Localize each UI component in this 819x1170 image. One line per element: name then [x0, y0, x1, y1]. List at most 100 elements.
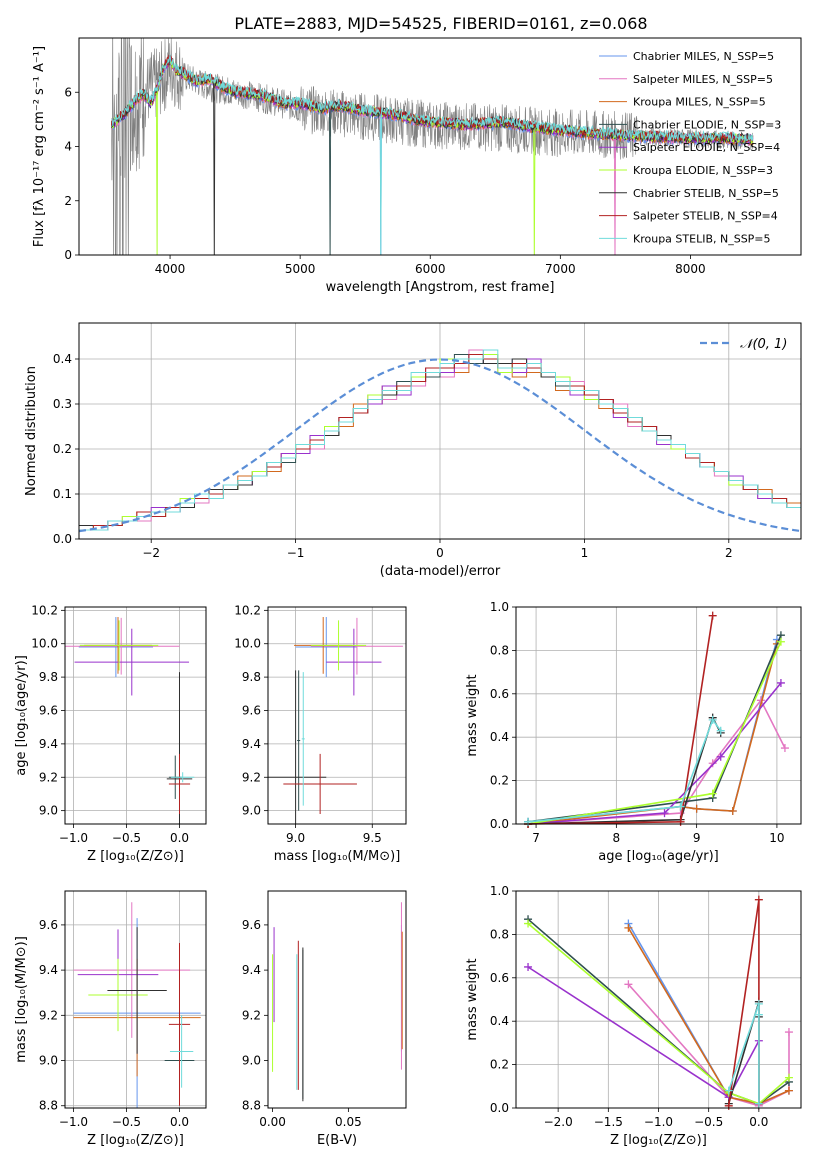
age-vs-weight-series-4 — [524, 678, 785, 828]
mass-vs-age-point-1 — [310, 617, 403, 675]
ebv-vs-mass-axes: 0.00 0.05 8.8 9.0 9.2 9.4 9.6 — [242, 890, 407, 1129]
mass-vs-age-ytick-label-2: 9.4 — [242, 737, 261, 751]
age-vs-weight-ytick-label-5: 1.0 — [490, 600, 509, 614]
age-vs-weight-marker-8-1 — [676, 802, 685, 811]
residuals-ytick-label-2: 0.2 — [53, 442, 72, 456]
residuals-xtick-label-1: −1 — [287, 546, 305, 560]
z-vs-weight-marker-2-3 — [784, 1086, 793, 1095]
ebv-vs-mass-xtick-label-1: 0.05 — [335, 1115, 362, 1129]
age-vs-weight-marks — [524, 611, 789, 828]
ebv-vs-mass-ytick-label-1: 9.0 — [242, 1054, 261, 1068]
z-vs-weight-line-5 — [527, 922, 790, 1105]
spectrum-legend-label-4: Salpeter ELODIE, N_SSP=4 — [633, 141, 780, 154]
age-vs-weight-xtick-label-3: 10 — [769, 831, 784, 845]
z-vs-mass-point-6 — [107, 927, 167, 1054]
spectrum-legend-label-2: Kroupa MILES, N_SSP=5 — [633, 96, 766, 109]
z-vs-age-marks — [65, 617, 195, 824]
ebv-vs-mass-xtick-label-0: 0.00 — [259, 1115, 286, 1129]
mass-vs-age-axes: 9.0 9.5 9.0 9.2 9.4 9.6 9.8 10.0 10.2 — [234, 603, 407, 845]
z-vs-weight-xlabel: Z [log₁₀(Z/Z⊙)] — [610, 1133, 707, 1148]
residuals-axes: −2 −1 0 1 2 0.0 0.1 0.2 0.3 0.4 — [53, 322, 802, 560]
z-vs-weight-marker-5-0 — [524, 919, 533, 928]
mass-vs-age-ytick-label-5: 10.0 — [234, 637, 261, 651]
z-vs-weight-marker-8-1 — [754, 999, 763, 1008]
z-vs-age-ytick-label-1: 9.2 — [39, 770, 58, 784]
z-vs-age-panel: −1.0 −0.5 0.0 9.0 9.2 9.4 9.6 9.8 10.0 10.2 Z [lo… — [14, 603, 207, 864]
age-vs-weight-marker-1-2 — [708, 759, 717, 768]
age-vs-weight-marker-2-3 — [728, 806, 737, 815]
z-vs-weight-xtick-label-3: −0.5 — [694, 1115, 723, 1129]
spectrum-ylabel: Flux [fλ 10⁻¹⁷ erg cm⁻² s⁻¹ A⁻¹] — [32, 46, 47, 247]
residuals-xtick-label-0: −2 — [142, 546, 160, 560]
age-vs-weight-ytick-label-4: 0.8 — [490, 643, 509, 657]
ebv-vs-mass-ytick-label-3: 9.4 — [242, 963, 261, 977]
age-vs-weight-marker-5-1 — [708, 789, 717, 798]
z-vs-weight-marker-1-4 — [784, 1028, 793, 1037]
ebv-vs-mass-xlabel: E(B-V) — [317, 1133, 357, 1148]
spectrum-panel: 4000 5000 6000 7000 8000 0 2 4 6 wavelength [Ang… — [32, 37, 802, 295]
z-vs-weight-marker-1-0 — [624, 980, 633, 989]
z-vs-age-ytick-label-0: 9.0 — [39, 804, 58, 818]
z-vs-weight-ytick-label-1: 0.2 — [490, 1058, 509, 1072]
spectrum-ytick-label-0: 0 — [64, 248, 72, 262]
ebv-vs-mass-frame — [267, 890, 407, 1109]
residuals-xlabel: (data-model)/error — [380, 564, 501, 579]
z-vs-age-point-4 — [74, 628, 190, 696]
mass-vs-age-point-3 — [297, 670, 301, 811]
mass-vs-age-point-5 — [310, 620, 367, 671]
age-vs-weight-marker-4-2 — [716, 752, 725, 761]
residuals-plot-area — [79, 349, 801, 533]
mass-vs-age-point-6 — [268, 670, 327, 824]
z-vs-weight-panel: −2.0 −1.5 −1.0 −0.5 0.0 0.0 0.2 0.4 0.6 0.8 1.0 Z … — [465, 884, 802, 1148]
z-vs-weight-marker-8-3 — [754, 1099, 763, 1108]
age-vs-weight-marker-8-2 — [708, 715, 717, 724]
age-vs-weight-axes: 7 8 9 10 0.0 0.2 0.4 0.6 0.8 1.0 — [490, 600, 802, 845]
z-vs-age-ytick-label-5: 10.0 — [31, 637, 58, 651]
z-vs-age-xlabel: Z [log₁₀(Z/Z⊙)] — [87, 849, 184, 864]
z-vs-age-point-1 — [65, 617, 180, 675]
mass-vs-age-ytick-label-0: 9.0 — [242, 804, 261, 818]
mass-vs-age-plot-area — [268, 617, 403, 824]
spectrum-legend-label-5: Kroupa ELODIE, N_SSP=3 — [633, 164, 773, 177]
z-vs-age-xtick-label-2: 0.0 — [170, 831, 189, 845]
z-vs-mass-marks — [73, 902, 201, 1108]
spectrum-model-line-8 — [111, 54, 754, 255]
spectrum-plot-area — [111, 38, 754, 255]
mass-vs-age-grid — [268, 607, 406, 824]
spectrum-ytick-label-1: 2 — [64, 194, 72, 208]
z-vs-age-ytick-label-2: 9.4 — [39, 737, 58, 751]
residuals-legend: 𝒩(0, 1) — [700, 337, 787, 352]
z-vs-weight-line-2 — [627, 927, 790, 1105]
age-vs-weight-xtick-label-2: 9 — [693, 831, 701, 845]
age-vs-weight-marker-1-4 — [780, 744, 789, 753]
residuals-xtick-label-4: 2 — [725, 546, 733, 560]
z-vs-weight-marker-4-0 — [524, 962, 533, 971]
z-vs-weight-ylabel: mass weight — [465, 958, 480, 1040]
residuals-xtick-label-3: 1 — [581, 546, 589, 560]
age-vs-weight-xtick-label-0: 7 — [532, 831, 540, 845]
mass-vs-age-xtick-label-1: 9.5 — [363, 831, 382, 845]
z-vs-mass-ytick-label-0: 8.8 — [39, 1099, 58, 1113]
z-vs-age-xtick-label-0: −1.0 — [59, 831, 88, 845]
z-vs-weight-marker-7-1 — [754, 895, 763, 904]
age-vs-weight-marker-4-3 — [776, 678, 785, 687]
z-vs-mass-xtick-label-1: −0.5 — [112, 1115, 141, 1129]
residuals-ylabel: Normed distribution — [24, 366, 39, 496]
z-vs-age-point-7 — [168, 753, 191, 814]
z-vs-weight-series-8 — [724, 999, 763, 1108]
figure-title: PLATE=2883, MJD=54525, FIBERID=0161, z=0… — [234, 14, 647, 33]
z-vs-age-ytick-label-6: 10.2 — [31, 603, 58, 617]
z-vs-weight-ytick-label-0: 0.0 — [490, 1101, 509, 1115]
z-vs-weight-marks — [524, 895, 793, 1110]
ebv-vs-mass-ytick-label-2: 9.2 — [242, 1008, 261, 1022]
z-vs-age-xtick-label-1: −0.5 — [112, 831, 141, 845]
spectrum-xtick-label-4: 8000 — [675, 262, 706, 276]
residuals-marks — [79, 349, 801, 533]
z-vs-weight-ytick-label-3: 0.6 — [490, 971, 509, 985]
z-vs-mass-point-5 — [88, 958, 148, 1032]
z-vs-mass-panel: −1.0 −0.5 0.0 8.8 9.0 9.2 9.4 9.6 Z [log₁₀(Z/Z⊙… — [14, 890, 207, 1148]
z-vs-mass-ytick-label-2: 9.2 — [39, 1008, 58, 1022]
mass-vs-age-frame — [267, 606, 407, 825]
z-vs-age-point-8 — [171, 772, 195, 783]
